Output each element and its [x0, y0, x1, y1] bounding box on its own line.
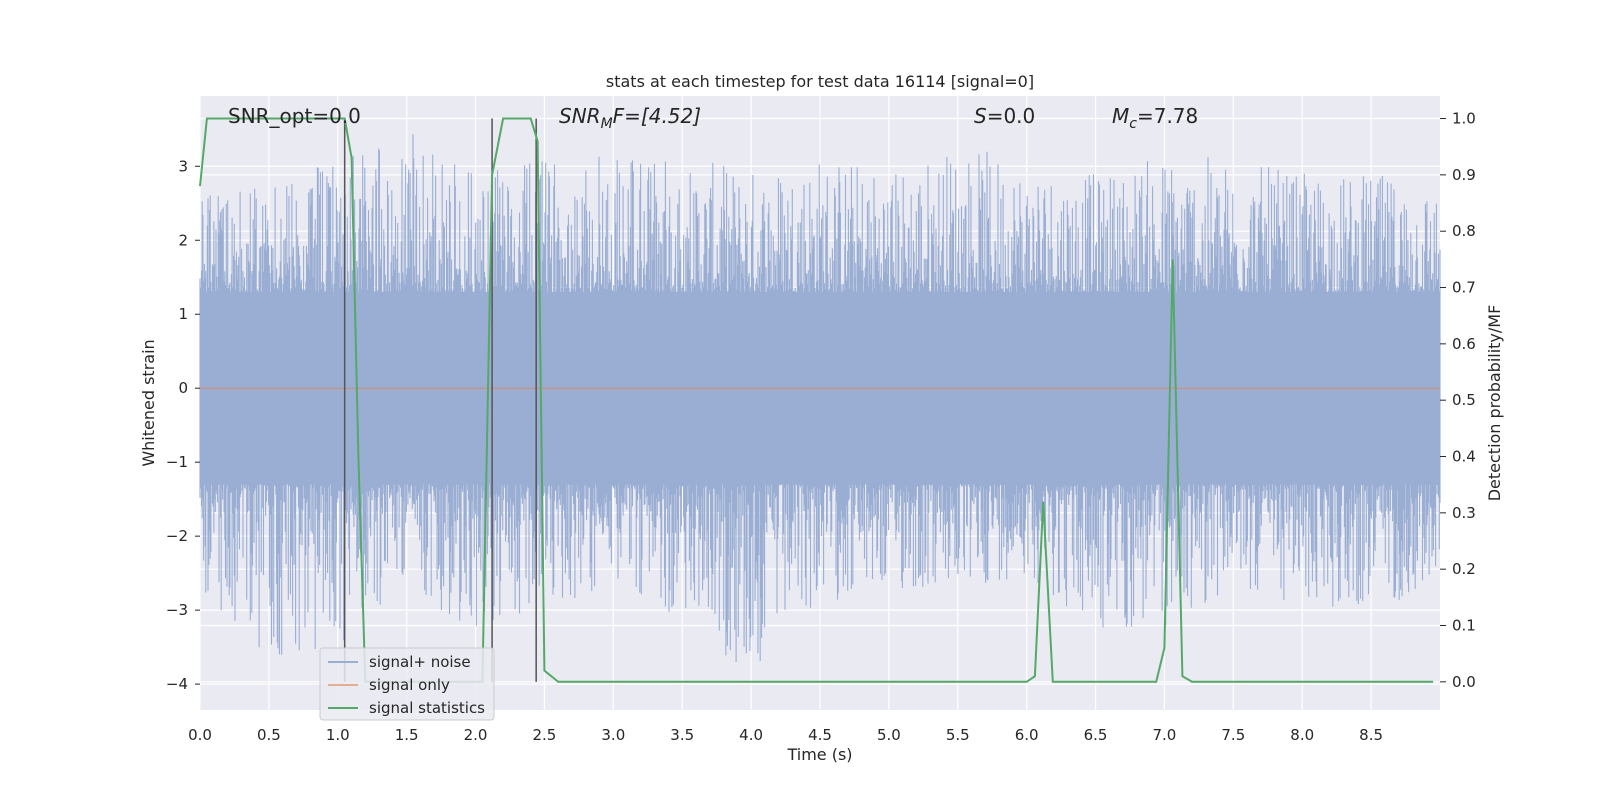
x-tick-label: 0.5 — [257, 726, 281, 744]
y2-tick-label: 0.6 — [1452, 335, 1476, 353]
legend-box — [319, 647, 495, 721]
y-tick-label: 1 — [178, 305, 188, 323]
x-tick-label: 3.5 — [670, 726, 694, 744]
x-tick-label: 7.0 — [1153, 726, 1177, 744]
annotation-snr-mf-rest: F=[4.52] — [613, 104, 701, 128]
annotation-snr-mf: SNRMF=[4.52] — [559, 104, 701, 132]
y-tick-label: −2 — [166, 527, 188, 545]
y2-tick-label: 0.7 — [1452, 279, 1476, 297]
annotation-mc-sub: c — [1129, 116, 1137, 132]
y-tick-label: −4 — [166, 675, 188, 693]
x-tick-label: 5.0 — [877, 726, 901, 744]
annotation-snr-opt: SNR_opt=0.0 — [228, 104, 361, 128]
y-tick-label: −3 — [166, 601, 188, 619]
y-tick-label: 0 — [178, 379, 188, 397]
y-axis-label: Whitened strain — [139, 339, 158, 466]
x-tick-label: 8.0 — [1290, 726, 1314, 744]
x-tick-label: 1.0 — [326, 726, 350, 744]
annotation-s-base: S — [974, 104, 987, 128]
annotation-snr-mf-sub: M — [601, 116, 613, 132]
x-tick-label: 6.0 — [1015, 726, 1039, 744]
legend-label-noise: signal+ noise — [369, 653, 471, 671]
x-tick-label: 4.5 — [808, 726, 832, 744]
x-tick-label: 2.5 — [533, 726, 557, 744]
x-tick-label: 5.5 — [946, 726, 970, 744]
legend-label-signal-only: signal only — [369, 676, 450, 694]
annotation-mc-rest: =7.78 — [1137, 104, 1198, 128]
x-tick-label: 2.0 — [464, 726, 488, 744]
y-tick-label: −1 — [166, 453, 188, 471]
y2-tick-label: 1.0 — [1452, 110, 1476, 128]
legend-label-statistics: signal statistics — [369, 699, 485, 717]
y2-tick-label: 0.4 — [1452, 448, 1476, 466]
x-tick-label: 6.5 — [1084, 726, 1108, 744]
y2-tick-label: 0.5 — [1452, 391, 1476, 409]
y-tick-label: 2 — [178, 231, 188, 249]
signal-statistics-series — [199, 117, 1434, 683]
x-axis-label: Time (s) — [786, 745, 852, 764]
y2-tick-label: 0.1 — [1452, 617, 1476, 635]
chart-title: stats at each timestep for test data 161… — [606, 72, 1034, 91]
y2-tick-label: 0.2 — [1452, 560, 1476, 578]
y2-tick-label: 0.0 — [1452, 673, 1476, 691]
annotation-mc: Mc=7.78 — [1112, 104, 1198, 132]
annotation-mc-base: M — [1112, 104, 1129, 128]
x-tick-label: 3.0 — [601, 726, 625, 744]
y2-axis-label: Detection probability/MF — [1485, 305, 1504, 502]
x-tick-label: 4.0 — [739, 726, 763, 744]
x-tick-label: 0.0 — [188, 726, 212, 744]
y2-tick-label: 0.9 — [1452, 166, 1476, 184]
x-tick-label: 7.5 — [1221, 726, 1245, 744]
x-tick-label: 1.5 — [395, 726, 419, 744]
y-tick-label: 3 — [178, 157, 188, 175]
tick-labels: 0.0 0.5 1.0 1.5 2.0 2.5 3.0 3.5 4.0 4.5 5.0 5.5 6.0 6… — [166, 110, 1476, 744]
signal-statistics-line — [199, 117, 1434, 683]
annotation-s-rest: =0.0 — [987, 104, 1036, 128]
annotation-snr-mf-base: SNR — [559, 104, 601, 128]
x-tick-label: 8.5 — [1359, 726, 1383, 744]
y2-tick-label: 0.8 — [1452, 222, 1476, 240]
annotation-s: S=0.0 — [974, 104, 1035, 128]
legend: signal+ noise signal only signal statist… — [319, 647, 495, 721]
y2-tick-label: 0.3 — [1452, 504, 1476, 522]
